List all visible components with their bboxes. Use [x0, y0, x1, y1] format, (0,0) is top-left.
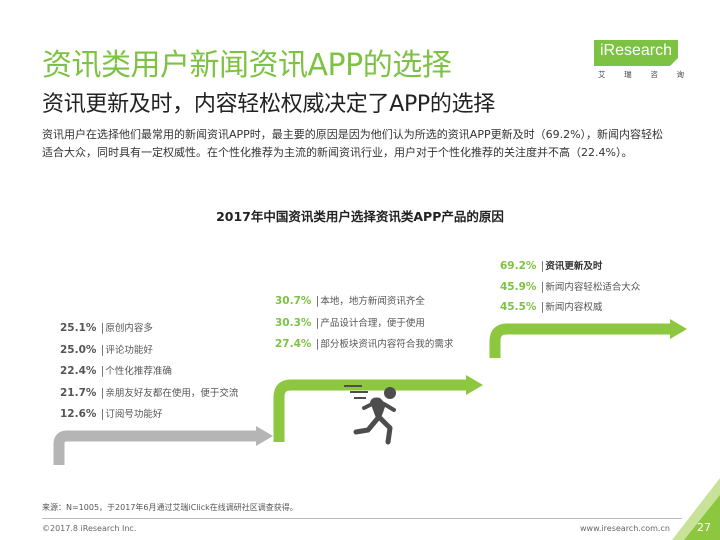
reason-label: 订阅号功能好 — [105, 409, 163, 420]
running-person-icon — [344, 385, 396, 445]
reason-group-mid: 30.7% |本地，地方新闻资讯齐全 30.3% |产品设计合理，便于使用 27… — [275, 295, 453, 360]
reason-value: 27.4% — [275, 338, 312, 350]
reason-label: 产品设计合理，便于使用 — [320, 317, 425, 329]
reason-group-low: 25.1% |原创内容多 25.0% |评论功能好 22.4% |个性化推荐准确… — [60, 322, 238, 430]
reason-item: 25.1% |原创内容多 — [60, 322, 153, 334]
reason-label: 个性化推荐准确 — [105, 366, 172, 377]
reason-item: 27.4% |部分板块资讯内容符合我的需求 — [275, 338, 454, 350]
reason-label: 原创内容多 — [105, 323, 153, 334]
reason-label: 新闻内容轻松适合大众 — [545, 281, 641, 293]
source-note: 来源：N=1005，于2017年6月通过艾瑞iClick在线调研社区调查获得。 — [42, 503, 298, 512]
reason-label: 新闻内容权威 — [545, 302, 603, 313]
footer-divider — [42, 518, 682, 519]
iresearch-logo: iResearch — [594, 40, 678, 66]
step-arrow-green-top-head — [670, 319, 687, 339]
logo-sub-char: 瑞 — [624, 70, 632, 79]
reason-value: 21.7% — [60, 386, 97, 399]
logo-text: iResearch — [600, 42, 673, 59]
step-arrow-gray-head — [256, 426, 273, 446]
reason-label: 亲朋友好友都在使用，便于交流 — [105, 387, 239, 399]
reason-label: 资讯更新及时 — [545, 261, 603, 272]
logo-subtitle: 艾 瑞 咨 询 — [598, 69, 684, 80]
reason-item: 12.6% |订阅号功能好 — [60, 408, 163, 420]
page-number: 27 — [697, 521, 711, 534]
reason-value: 30.7% — [275, 295, 312, 307]
corner-decoration-dark — [684, 495, 720, 540]
step-arrow-green-top — [489, 323, 672, 358]
reason-value: 45.9% — [500, 280, 537, 293]
chart-title: 2017年中国资讯类用户选择资讯类APP产品的原因 — [216, 209, 504, 224]
step-arrow-gray — [53, 430, 258, 465]
logo-sub-char: 询 — [676, 70, 684, 79]
reason-item: 45.5% |新闻内容权威 — [500, 301, 603, 313]
reason-item: 30.3% |产品设计合理，便于使用 — [275, 316, 425, 329]
logo-badge-shape — [594, 40, 678, 66]
reason-item: 45.9% |新闻内容轻松适合大众 — [500, 280, 641, 293]
logo-sub-char: 艾 — [598, 70, 606, 79]
reason-value: 25.1% — [60, 322, 97, 334]
reason-value: 30.3% — [275, 316, 312, 329]
reason-value: 12.6% — [60, 408, 97, 420]
page-title: 资讯类用户新闻资讯APP的选择 — [42, 48, 452, 83]
reason-item: 30.7% |本地，地方新闻资讯齐全 — [275, 295, 425, 307]
website-link[interactable]: www.iresearch.com.cn — [580, 524, 670, 533]
logo-sub-char: 咨 — [650, 70, 658, 79]
reason-label: 评论功能好 — [105, 344, 153, 356]
step-arrow-green-mid-head — [466, 375, 483, 395]
reason-label: 部分板块资讯内容符合我的需求 — [320, 339, 454, 350]
reason-value: 22.4% — [60, 365, 97, 377]
reason-item: 25.0% |评论功能好 — [60, 343, 153, 356]
reason-item: 21.7% |亲朋友好友都在使用，便于交流 — [60, 386, 239, 399]
reason-value: 25.0% — [60, 343, 97, 356]
description-paragraph: 资讯用户在选择他们最常用的新闻资讯APP时，最主要的原因是因为他们认为所选的资讯… — [42, 128, 664, 159]
reason-label: 本地，地方新闻资讯齐全 — [320, 296, 425, 307]
reason-item: 69.2% |资讯更新及时 — [500, 260, 603, 272]
reason-item: 22.4% |个性化推荐准确 — [60, 365, 172, 377]
copyright-text: ©2017.8 iResearch Inc. — [42, 524, 137, 533]
reason-value: 69.2% — [500, 260, 537, 272]
reason-value: 45.5% — [500, 301, 537, 313]
page-subtitle: 资讯更新及时，内容轻松权威决定了APP的选择 — [42, 92, 495, 117]
step-arrow-green-mid — [273, 379, 468, 442]
reason-group-top: 69.2% |资讯更新及时 45.9% |新闻内容轻松适合大众 45.5% |新… — [500, 260, 640, 322]
